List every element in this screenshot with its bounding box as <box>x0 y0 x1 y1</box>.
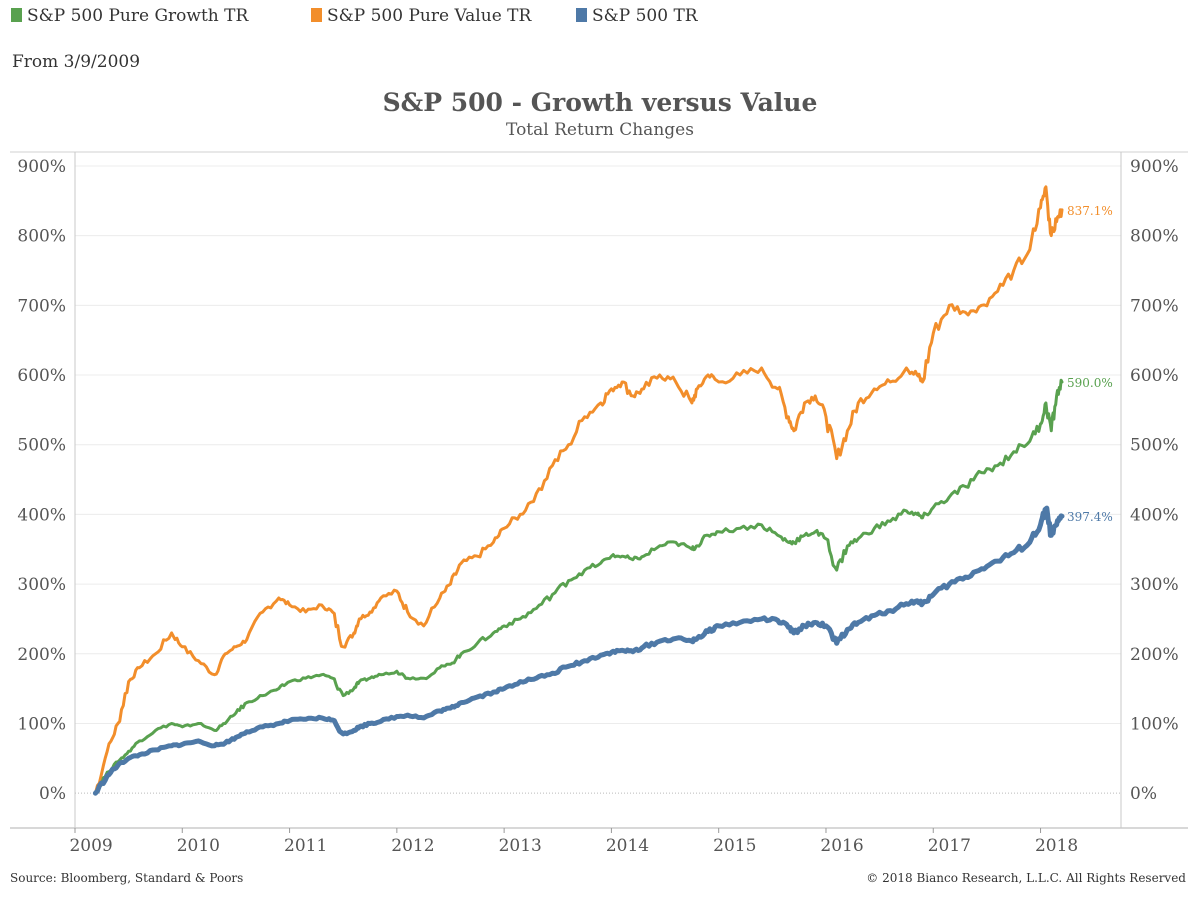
series-line-s-p-500-pure-growth-tr <box>93 378 1064 795</box>
y-tick-label-right: 600% <box>1130 366 1179 386</box>
legend-item-growth: S&P 500 Pure Growth TR <box>11 6 248 26</box>
legend-swatch-sp500 <box>576 8 587 22</box>
y-tick-label-left: 500% <box>17 436 66 456</box>
chart-subtitle: Total Return Changes <box>506 120 694 140</box>
date-note: From 3/9/2009 <box>12 52 141 72</box>
y-tick-label-left: 800% <box>17 227 66 247</box>
legend-label-growth: S&P 500 Pure Growth TR <box>27 6 249 26</box>
y-tick-label-right: 700% <box>1130 296 1179 316</box>
x-tick-label: 2016 <box>820 836 863 856</box>
chart-title: S&P 500 - Growth versus Value <box>382 88 818 117</box>
x-tick-label: 2010 <box>177 836 220 856</box>
legend-item-sp500: S&P 500 TR <box>576 6 698 26</box>
y-tick-label-left: 100% <box>17 714 66 734</box>
copyright-note: © 2018 Bianco Research, L.L.C. All Right… <box>866 871 1186 885</box>
labels-layer: 0% 0% 100% 100% 200% 200% 300% 300% 400% 400% 500%… <box>17 157 1178 856</box>
y-tick-label-left: 400% <box>17 505 66 525</box>
series-line-s-p-500-pure-value-tr <box>93 185 1064 795</box>
y-tick-label-right: 500% <box>1130 436 1179 456</box>
legend-swatch-value <box>311 8 322 22</box>
y-tick-label-right: 100% <box>1130 714 1179 734</box>
source-note: Source: Bloomberg, Standard & Poors <box>10 871 244 885</box>
y-tick-label-right: 900% <box>1130 157 1179 177</box>
end-label-s-p-500-tr: 397.4% <box>1067 510 1113 524</box>
y-tick-label-left: 600% <box>17 366 66 386</box>
y-tick-label-left: 0% <box>39 784 66 804</box>
x-tick-label: 2017 <box>928 836 971 856</box>
x-tick-label: 2013 <box>499 836 542 856</box>
y-tick-label-left: 200% <box>17 645 66 665</box>
axes-layer <box>10 151 1188 833</box>
grid-layer <box>75 165 1121 794</box>
x-tick-label: 2011 <box>284 836 327 856</box>
x-tick-label: 2012 <box>391 836 434 856</box>
y-tick-label-right: 300% <box>1130 575 1179 595</box>
y-tick-label-right: 200% <box>1130 645 1179 665</box>
y-tick-label-left: 300% <box>17 575 66 595</box>
series-layer <box>92 185 1065 796</box>
legend-label-sp500: S&P 500 TR <box>592 6 698 26</box>
y-tick-label-left: 700% <box>17 296 66 316</box>
legend-item-value: S&P 500 Pure Value TR <box>311 6 531 26</box>
end-label-s-p-500-pure-value-tr: 837.1% <box>1067 204 1113 218</box>
legend-swatch-growth <box>11 8 22 22</box>
end-label-s-p-500-pure-growth-tr: 590.0% <box>1067 376 1113 390</box>
y-tick-label-left: 900% <box>17 157 66 177</box>
legend-label-value: S&P 500 Pure Value TR <box>327 6 532 26</box>
series-line-s-p-500-tr <box>92 505 1065 796</box>
y-tick-label-right: 0% <box>1130 784 1157 804</box>
x-tick-label: 2009 <box>69 836 112 856</box>
y-tick-label-right: 800% <box>1130 227 1179 247</box>
y-tick-label-right: 400% <box>1130 505 1179 525</box>
x-tick-label: 2018 <box>1035 836 1078 856</box>
x-tick-label: 2014 <box>606 836 649 856</box>
x-tick-label: 2015 <box>713 836 756 856</box>
